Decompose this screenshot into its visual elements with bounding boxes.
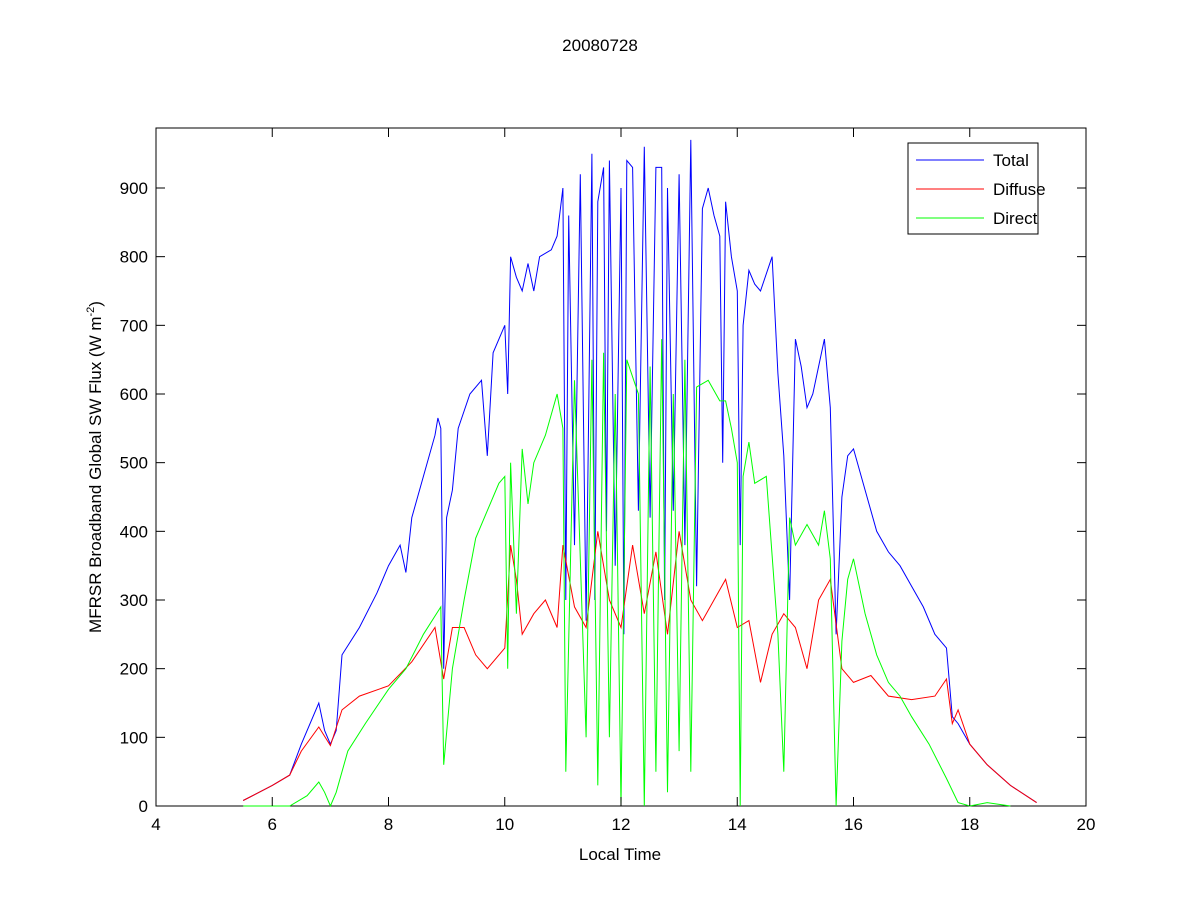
y-axis-label-main: MFRSR Broadband Global SW Flux (W m bbox=[86, 316, 105, 632]
series-layer bbox=[242, 139, 1037, 808]
ticks-layer: 4 6 8 10 12 14 16 18 200100200300400500600700800… bbox=[120, 128, 1096, 834]
y-axis-label-end: ) bbox=[86, 301, 105, 307]
y-tick-label: 700 bbox=[120, 316, 148, 335]
y-axis-label-sup: -2 bbox=[85, 307, 97, 317]
y-axis-label: MFRSR Broadband Global SW Flux (W m-2) bbox=[85, 301, 105, 633]
legend: Total Diffuse Direct bbox=[907, 142, 1046, 235]
x-tick-label: 20 bbox=[1077, 815, 1096, 834]
x-tick-label: 10 bbox=[495, 815, 514, 834]
x-tick-label: 16 bbox=[844, 815, 863, 834]
x-tick-label: 14 bbox=[728, 815, 747, 834]
series-line-direct bbox=[243, 339, 1011, 808]
y-tick-label: 800 bbox=[120, 248, 148, 267]
x-tick-label: 6 bbox=[268, 815, 277, 834]
y-tick-label: 500 bbox=[120, 454, 148, 473]
y-tick-label: 300 bbox=[120, 591, 148, 610]
y-tick-label: 900 bbox=[120, 179, 148, 198]
chart-title: 20080728 bbox=[562, 36, 638, 55]
series-line-diffuse bbox=[242, 531, 1037, 804]
x-tick-label: 4 bbox=[151, 815, 160, 834]
x-tick-label: 18 bbox=[960, 815, 979, 834]
x-tick-label: 12 bbox=[612, 815, 631, 834]
series-line-total bbox=[242, 139, 1037, 804]
legend-label-direct: Direct bbox=[993, 209, 1038, 228]
y-tick-label: 0 bbox=[139, 797, 148, 816]
y-tick-label: 400 bbox=[120, 522, 148, 541]
x-tick-label: 8 bbox=[384, 815, 393, 834]
y-tick-label: 100 bbox=[120, 728, 148, 747]
legend-label-diffuse: Diffuse bbox=[993, 180, 1046, 199]
legend-label-total: Total bbox=[993, 151, 1029, 170]
y-tick-label: 200 bbox=[120, 660, 148, 679]
x-axis-label: Local Time bbox=[579, 845, 661, 864]
y-tick-label: 600 bbox=[120, 385, 148, 404]
